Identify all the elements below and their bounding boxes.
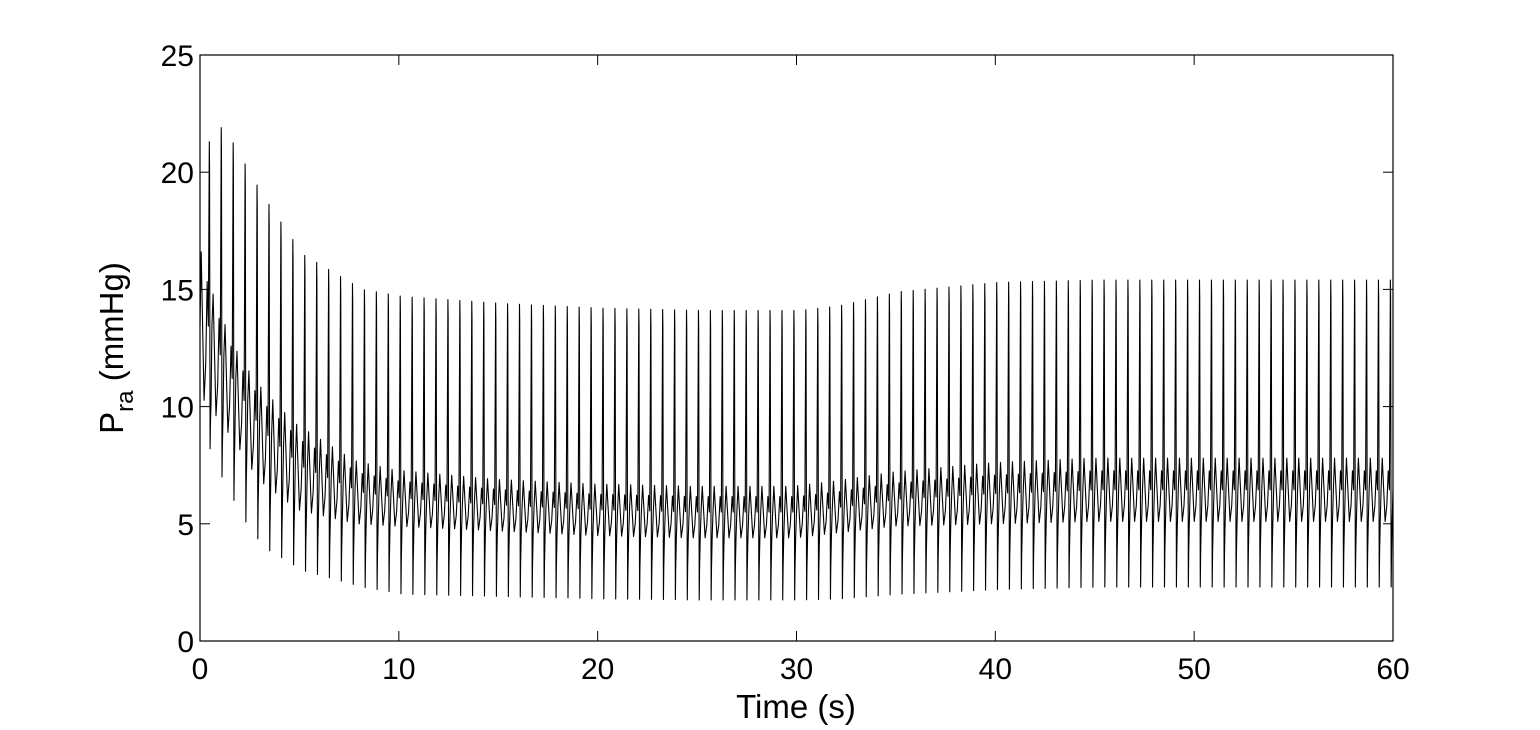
series-line (199, 127, 1394, 601)
y-tick-label: 5 (177, 509, 194, 542)
x-tick-label: 60 (1376, 653, 1409, 686)
tick-labels: 0 10 20 30 40 50 60 0 5 10 15 20 25 (161, 40, 1410, 686)
y-tick-label: 10 (161, 392, 194, 425)
y-tick-label: 20 (161, 157, 194, 190)
y-axis-label: Pra (mmHg) (93, 262, 139, 434)
x-axis-label: Time (s) (736, 688, 856, 725)
y-tick-label: 25 (161, 40, 194, 73)
y-axis-label-main: P (93, 412, 130, 434)
y-tick-label: 0 (177, 626, 194, 659)
axis-ticks (199, 54, 1394, 642)
x-tick-label: 0 (192, 653, 209, 686)
plot-area (199, 54, 1394, 642)
y-axis-label-subscript: ra (112, 390, 139, 412)
x-tick-label: 30 (780, 653, 813, 686)
x-tick-label: 20 (581, 653, 614, 686)
x-tick-label: 40 (979, 653, 1012, 686)
x-tick-label: 10 (382, 653, 415, 686)
y-tick-label: 15 (161, 274, 194, 307)
x-tick-label: 50 (1177, 653, 1210, 686)
y-axis-label-unit: (mmHg) (93, 262, 130, 390)
